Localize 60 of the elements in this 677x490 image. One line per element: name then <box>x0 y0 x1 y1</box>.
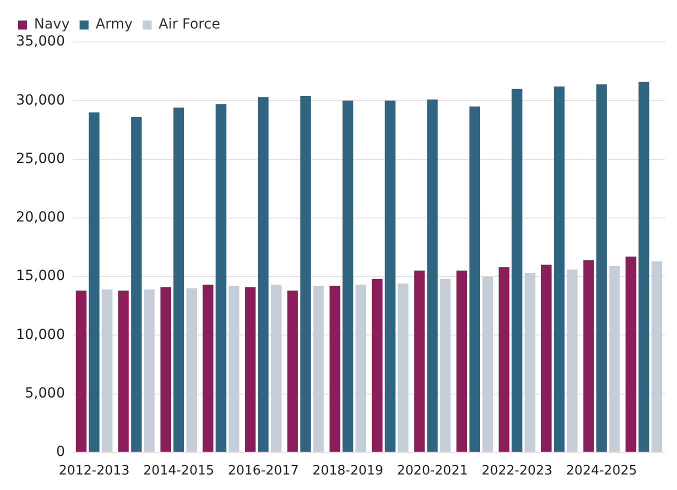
y-tick-label: 5,000 <box>24 385 65 402</box>
legend-label: Air Force <box>158 16 220 33</box>
bar <box>372 278 382 452</box>
bar <box>131 117 142 452</box>
bar <box>414 270 425 452</box>
bar <box>244 287 256 452</box>
bar <box>638 82 650 452</box>
x-tick-label: 2016-2017 <box>228 464 299 479</box>
bar <box>342 100 354 452</box>
bar <box>626 256 636 452</box>
bar <box>160 287 172 452</box>
bar <box>287 290 298 452</box>
bar <box>427 99 438 452</box>
bar <box>202 284 214 452</box>
x-tick-label: 2012-2013 <box>58 464 130 479</box>
y-tick-label: 20,000 <box>16 210 65 226</box>
y-tick-label: 0 <box>56 444 65 460</box>
bar <box>541 264 552 452</box>
bar <box>186 288 197 452</box>
bar <box>258 97 269 452</box>
y-tick-label: 30,000 <box>16 92 65 108</box>
bar <box>456 270 468 452</box>
bar <box>652 261 662 452</box>
y-tick-label: 15,000 <box>16 268 65 284</box>
x-tick-label: 2014-2015 <box>143 464 214 479</box>
bar <box>102 289 112 452</box>
y-tick-label: 10,000 <box>16 326 65 343</box>
bar <box>173 108 184 452</box>
bar <box>88 112 100 452</box>
x-tick-label: 2018-2019 <box>312 464 384 479</box>
bar <box>144 289 155 452</box>
bar <box>398 284 408 452</box>
bar <box>228 286 240 452</box>
bar <box>270 284 282 452</box>
x-tick-label: 2022-2023 <box>482 464 552 479</box>
bar <box>440 278 451 452</box>
bar <box>384 100 396 452</box>
bar <box>76 290 86 452</box>
bar <box>330 286 340 452</box>
legend-label: Navy <box>34 16 70 33</box>
bar <box>512 88 522 452</box>
bar <box>300 96 311 452</box>
bar <box>524 272 536 452</box>
bar <box>356 284 366 452</box>
bar <box>566 269 578 452</box>
bar <box>583 260 594 452</box>
bar <box>482 276 493 452</box>
legend-label: Army <box>96 16 133 33</box>
bar <box>118 290 129 452</box>
x-tick-label: 2024-2025 <box>566 464 637 479</box>
bar <box>469 106 480 452</box>
y-tick-label: 35,000 <box>16 34 65 50</box>
bar <box>596 84 607 452</box>
bar <box>216 104 226 452</box>
bar <box>554 86 565 452</box>
x-tick-label: 2020-2021 <box>396 464 468 479</box>
bar <box>609 266 620 452</box>
y-tick-label: 25,000 <box>16 150 65 167</box>
bar <box>313 286 324 452</box>
bar <box>498 267 510 452</box>
